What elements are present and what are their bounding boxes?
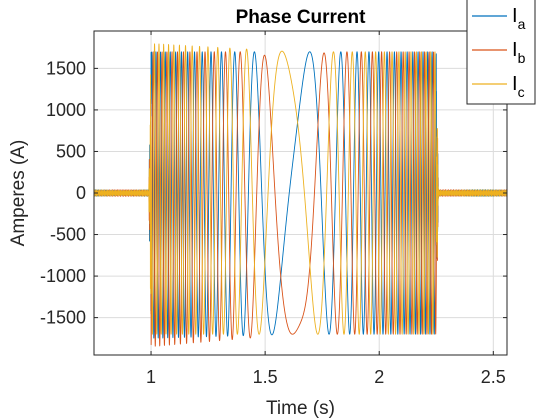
x-tick-label: 1.5 [253,367,278,387]
ticks: 1 1.5 2 2.5 -1500 -1000 -500 0 500 1000 1500 [40,31,507,387]
x-tick-label: 1 [146,367,156,387]
legend-entry-ic: Ic [512,73,525,100]
legend-entry-ia: Ia [512,5,526,32]
y-tick-label: 500 [56,141,86,161]
legend-label: I [512,73,518,95]
y-tick-label: -1000 [40,266,86,286]
legend-subscript: b [518,50,526,66]
series-layer [94,43,507,347]
legend-entry-ib: Ib [512,39,526,66]
legend-box [466,0,536,105]
y-tick-label: -1500 [40,308,86,328]
y-tick-label: 0 [76,183,86,203]
y-tick-label: 1500 [46,58,86,78]
legend-label: I [512,5,518,27]
legend-subscript: c [518,84,525,100]
y-tick-label: -500 [50,225,86,245]
chart-title: Phase Current [236,7,367,28]
x-axis-label: Time (s) [266,398,335,419]
x-tick-label: 2.5 [481,367,506,387]
legend-label: I [512,39,518,61]
y-tick-label: 1000 [46,100,86,120]
legend-subscript: a [518,16,526,32]
series-line-ic [94,43,507,335]
y-axis-label: Amperes (A) [8,140,29,247]
x-tick-label: 2 [374,367,384,387]
